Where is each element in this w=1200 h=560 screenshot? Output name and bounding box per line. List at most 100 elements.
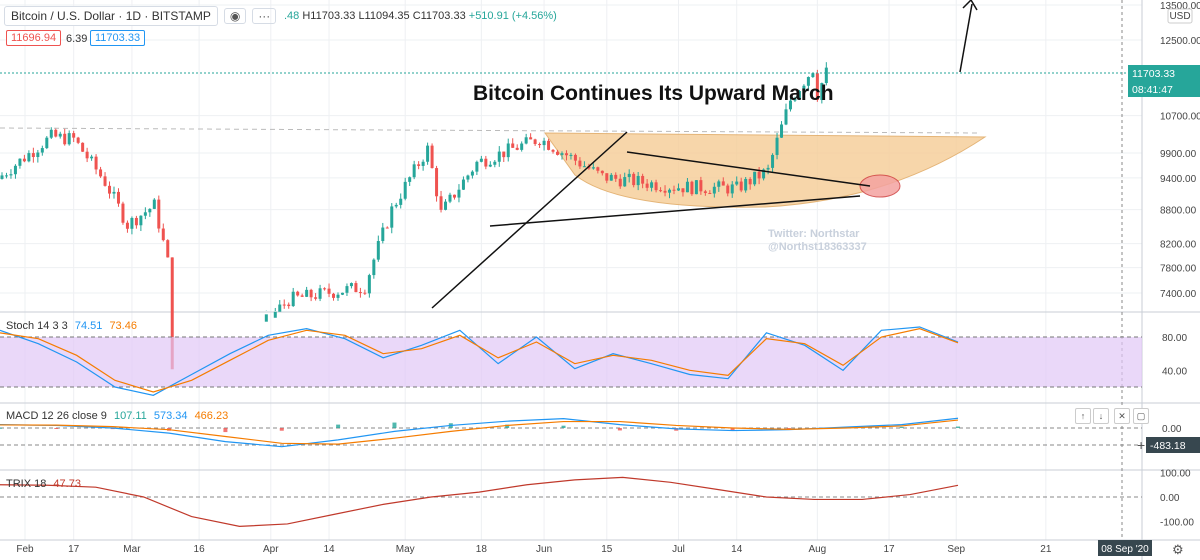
trix-tick: -100.00 xyxy=(1160,518,1194,529)
candle-body xyxy=(452,194,456,198)
candle-body xyxy=(332,293,336,298)
breakout-circle xyxy=(859,174,901,198)
candle-body xyxy=(372,259,376,276)
candle-body xyxy=(609,174,613,181)
candle-body xyxy=(376,241,380,260)
candle-body xyxy=(264,314,268,322)
candle-body xyxy=(13,165,17,175)
candle-body xyxy=(327,288,331,294)
candle-body xyxy=(659,190,663,192)
candle-body xyxy=(399,198,403,205)
candle-body xyxy=(735,181,739,185)
candle-body xyxy=(775,137,779,155)
candle-body xyxy=(757,171,761,179)
ask-price[interactable]: 11703.33 xyxy=(90,30,146,46)
candle-body xyxy=(143,212,147,216)
candle-body xyxy=(76,137,80,143)
candle-body xyxy=(116,191,120,204)
x-tick-label: 14 xyxy=(323,544,335,555)
time-axis: Feb 17 Mar 16 Apr 14 May 18 Jun 15 Jul 14 Aug 17 Sep 21… xyxy=(16,540,1152,556)
candle-body xyxy=(551,149,555,152)
candle-body xyxy=(296,291,300,296)
candle-body xyxy=(63,133,67,145)
candle-body xyxy=(717,181,721,187)
candle-body xyxy=(412,164,416,178)
candle-body xyxy=(112,191,116,194)
candle-body xyxy=(457,189,461,198)
candle-body xyxy=(614,174,618,179)
candle-body xyxy=(632,173,636,186)
last-price-tag-bg xyxy=(1128,65,1200,81)
candle-body xyxy=(448,194,452,202)
candle-body xyxy=(668,189,672,193)
candle-body xyxy=(520,143,524,150)
add-plus-icon[interactable]: + xyxy=(1137,437,1146,453)
trix-line xyxy=(0,476,959,528)
pane-down-button[interactable]: ↓ xyxy=(1093,408,1109,424)
candle-body xyxy=(430,145,434,169)
macd-histogram-bar xyxy=(730,428,735,431)
watermark: Twitter: Northstar @Northst18363337 xyxy=(768,228,867,254)
candle-body xyxy=(488,164,492,167)
pane-up-button[interactable]: ↑ xyxy=(1075,408,1091,424)
eye-icon[interactable]: ◉ xyxy=(223,8,247,24)
stoch-legend[interactable]: Stoch 14 3 3 74.51 73.46 xyxy=(6,320,137,332)
candle-body xyxy=(58,133,62,137)
candle-body xyxy=(314,297,318,299)
ohlc-readout: .48 H11703.33 L11094.35 C11703.33 +510.9… xyxy=(284,10,557,22)
pane-maximize-button[interactable]: ▢ xyxy=(1133,408,1149,424)
candle-body xyxy=(166,240,170,258)
price-tick-label: 13500.00 xyxy=(1160,1,1200,12)
wedge-lower-line xyxy=(489,195,861,227)
candle-body xyxy=(739,181,743,191)
stoch-line-d xyxy=(0,328,959,393)
candle-body xyxy=(466,175,470,180)
candle-body xyxy=(408,177,412,182)
stoch-tick: 40.00 xyxy=(1162,366,1187,377)
ohlc-high: H11703.33 xyxy=(302,10,356,22)
wedge-upper-line xyxy=(626,151,871,187)
candle-body xyxy=(336,294,340,298)
candle-body xyxy=(345,286,349,293)
trix-pane: 100.00 0.00 -100.00 xyxy=(0,469,1194,529)
more-icon[interactable]: ··· xyxy=(252,8,277,24)
watermark-line-2: @Northst18363337 xyxy=(768,241,867,253)
candle-body xyxy=(753,171,757,185)
currency-label: USD xyxy=(1169,11,1190,22)
x-tick-label: 14 xyxy=(731,544,743,555)
macd-line-macd xyxy=(0,417,959,448)
candle-body xyxy=(771,154,775,168)
candle-body xyxy=(0,175,4,179)
x-tick-label: May xyxy=(396,544,415,555)
x-tick-label: 21 xyxy=(1040,544,1052,555)
pane-close-button[interactable]: ✕ xyxy=(1114,408,1130,424)
price-tick-label: 12500.00 xyxy=(1160,36,1200,47)
macd-histogram-bar xyxy=(786,428,791,429)
candle-body xyxy=(394,204,398,207)
macd-legend[interactable]: MACD 12 26 close 9 107.11 573.34 466.23 xyxy=(6,410,228,422)
candle-body xyxy=(788,100,792,110)
candle-body xyxy=(273,311,277,318)
crosshair-date-bg xyxy=(1098,540,1152,556)
settings-gear-icon[interactable]: ⚙ xyxy=(1172,542,1184,557)
watermark-line-1: Twitter: Northstar xyxy=(768,228,860,240)
candle-body xyxy=(318,288,322,299)
candle-body xyxy=(547,140,551,150)
x-tick-label: 16 xyxy=(194,544,206,555)
macd-histogram-bar xyxy=(54,428,59,429)
symbol-title[interactable]: Bitcoin / U.S. Dollar · 1D · BITSTAMP xyxy=(4,6,218,26)
candle-body xyxy=(9,174,13,176)
candle-body xyxy=(426,145,430,162)
candle-body xyxy=(278,304,282,312)
candle-body xyxy=(578,160,582,167)
ohlc-close: C11703.33 xyxy=(412,10,466,22)
x-tick-label: Sep xyxy=(947,544,965,555)
candle-body xyxy=(600,170,604,174)
candle-body xyxy=(45,137,49,149)
candle-body xyxy=(403,181,407,199)
candle-body xyxy=(762,169,766,179)
stoch-pane: 80.00 40.00 xyxy=(0,326,1187,396)
bid-price[interactable]: 11696.94 xyxy=(6,30,62,46)
trix-legend[interactable]: TRIX 18 47.73 xyxy=(6,478,81,490)
